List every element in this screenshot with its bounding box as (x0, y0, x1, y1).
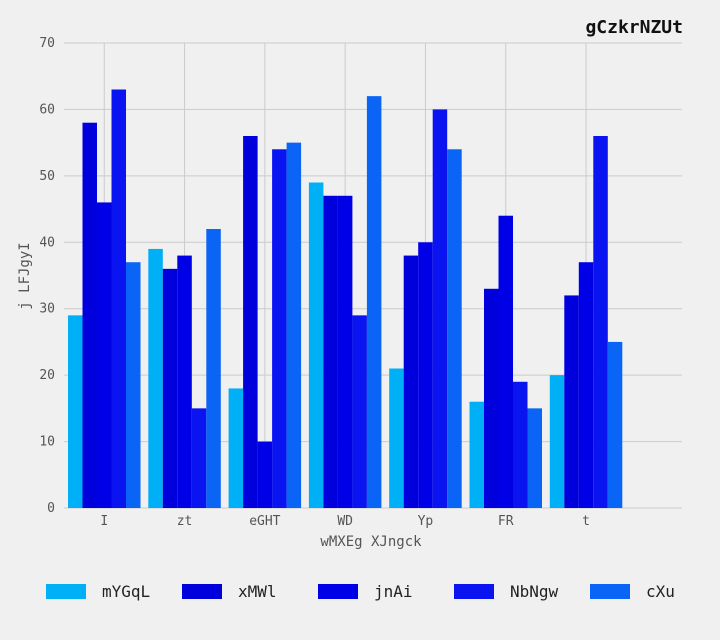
legend-swatch (454, 584, 494, 599)
y-tick-label: 20 (39, 368, 55, 383)
y-tick-label: 50 (39, 169, 55, 184)
x-axis-label: wMXEg XJngck (320, 534, 422, 550)
bar (484, 288, 499, 508)
bar (82, 122, 97, 508)
bar (578, 262, 594, 508)
bar (469, 401, 484, 508)
legend-label: mYGqL (102, 582, 150, 601)
bar (228, 388, 244, 508)
y-tick-label: 0 (47, 501, 55, 516)
bars-group (68, 89, 623, 509)
legend-label: cXu (646, 582, 675, 601)
x-tick-label: eGHT (249, 514, 280, 529)
bar (148, 248, 163, 508)
legend-label: jnAi (374, 582, 413, 601)
bar (308, 182, 324, 508)
bar (162, 268, 178, 508)
y-tick-label: 60 (39, 102, 55, 117)
bar (549, 375, 565, 508)
bar (126, 262, 141, 508)
x-tick-label: t (582, 514, 590, 529)
legend-swatch (318, 584, 358, 599)
bar (403, 255, 419, 508)
y-tick-label: 40 (39, 235, 55, 250)
x-tick-label: Yp (418, 514, 434, 529)
y-tick-labels: 0 10 20 30 40 50 60 70 (39, 36, 55, 516)
legend-swatch (182, 584, 222, 599)
y-tick-label: 10 (39, 435, 55, 450)
bar (513, 381, 528, 508)
legend: mYGqL xMWl jnAi NbNgw cXu (46, 582, 675, 601)
bar (432, 109, 448, 508)
bar (352, 315, 367, 508)
y-tick-label: 70 (39, 36, 55, 51)
bar (257, 441, 273, 508)
bar (286, 142, 302, 508)
y-tick-label: 30 (39, 302, 55, 317)
bar (68, 315, 83, 508)
bar (418, 242, 433, 509)
bar (527, 408, 542, 508)
chart-title: gCzkrNZUt (585, 17, 683, 38)
bar (498, 215, 513, 508)
legend-label: xMWl (238, 582, 277, 601)
bar (337, 195, 353, 509)
bar (97, 202, 112, 508)
bar (323, 195, 338, 509)
bar (593, 136, 608, 508)
bar (177, 255, 192, 508)
legend-swatch (590, 584, 630, 599)
bar (243, 136, 258, 508)
x-tick-label: WD (337, 514, 353, 529)
bar (607, 341, 623, 508)
x-tick-label: I (100, 514, 108, 529)
legend-label: NbNgw (510, 582, 559, 601)
bar (447, 149, 462, 509)
bar (564, 295, 579, 508)
bar (111, 89, 126, 508)
x-tick-label: FR (498, 514, 514, 529)
bar (389, 368, 404, 508)
legend-swatch (46, 584, 86, 599)
bar (272, 149, 287, 509)
bar (206, 229, 221, 508)
y-axis-label: j LFJgyI (17, 242, 33, 309)
bar (366, 96, 382, 509)
x-tick-label: zt (177, 514, 193, 529)
bar (191, 408, 207, 508)
